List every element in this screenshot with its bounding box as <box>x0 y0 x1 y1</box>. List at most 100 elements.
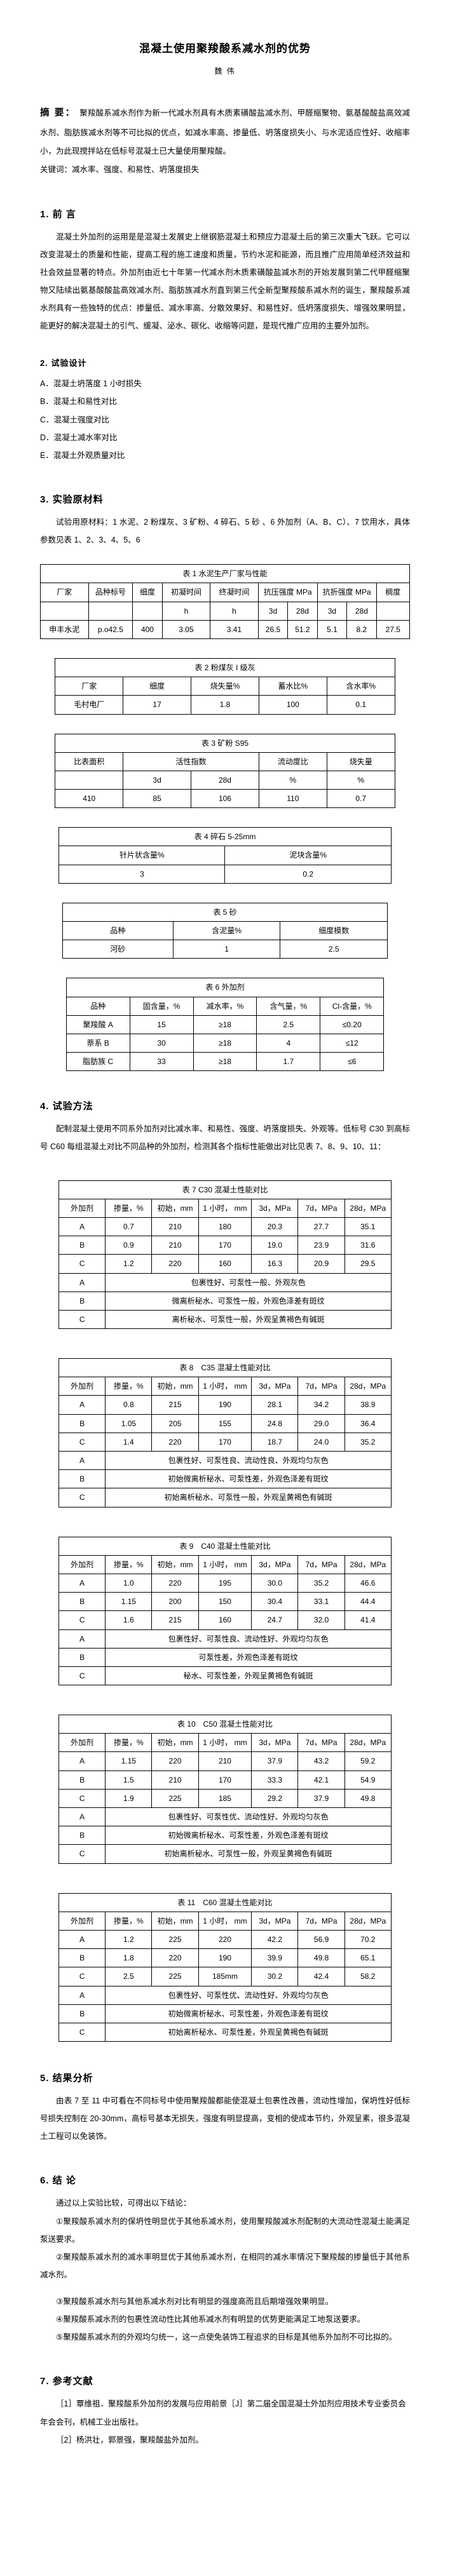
table-cell: 3d，MPa <box>251 1911 299 1931</box>
table-row: B 可泵性差，外观色泽差有斑纹 <box>58 1647 392 1667</box>
table-cell: 30.4 <box>251 1592 299 1612</box>
table-cell: 160 <box>198 1610 252 1630</box>
table-cell: 初凝时间 <box>161 583 211 602</box>
table-cell: 59.2 <box>344 1751 392 1771</box>
table-8-c35: 表 8 C35 混凝土性能对比 外加剂 掺量，% 初始，mm 1 小时， mm 3d，MP… <box>58 1358 392 1507</box>
table-cell: A <box>58 1217 106 1237</box>
table-cell: 含泥量% <box>172 921 281 941</box>
table-cell: 1.4 <box>105 1432 153 1452</box>
table-row: C 1.9 225 185 29.2 37.9 49.8 <box>58 1788 392 1809</box>
table-cell: 28.1 <box>251 1395 299 1415</box>
table-cell: A <box>58 1451 106 1471</box>
table-cell: 初始离析秘水、可泵性差，外观呈黄褐色有碱斑 <box>105 2022 392 2042</box>
table-cell: 170 <box>198 1770 252 1790</box>
section-3-body: 试验用原材料：1 水泥、2 粉煤灰、3 矿粉、4 碎石、5 砂 、6 外加剂（A… <box>40 517 410 545</box>
table-cell: 1.9 <box>105 1788 153 1809</box>
table-row: B 初始微离析秘水、可泵性差，外观色泽差有斑纹 <box>58 2004 392 2023</box>
table-cell: 37.9 <box>297 1788 345 1809</box>
table-cell: 31.6 <box>344 1236 392 1255</box>
table-cell: 28d <box>346 601 377 621</box>
table-cell: 34.2 <box>297 1395 345 1415</box>
table-row: 3d 28d%% <box>55 770 395 790</box>
table-5-sand: 表 5 砂品种 含泥量% 细度模数 河砂 1 2.5 <box>62 902 388 959</box>
table-cell: 410 <box>55 789 124 809</box>
table-row: C 初始离析秘水、可泵性一般，外观呈黄褐色有碱斑 <box>58 1844 392 1864</box>
table-cell: 29.0 <box>297 1413 345 1433</box>
table-cell: 215 <box>151 1610 199 1630</box>
table-cell: 8.2 <box>346 619 377 639</box>
table-row: A 包裹性好、可泵性优、流动性好、外观均匀灰色 <box>58 1807 392 1827</box>
table-cell: 3d，MPa <box>251 1377 299 1396</box>
table-row: B 1.5 210 170 33.3 42.1 54.9 <box>58 1770 392 1790</box>
table-cell: 39.9 <box>251 1948 299 1968</box>
table-row: C 1.2 220 160 16.3 20.9 29.5 <box>58 1254 392 1274</box>
table-cell: C <box>58 2022 106 2042</box>
table-9-c40: 表 9 C40 混凝土性能对比 外加剂 掺量，% 初始，mm 1 小时， mm 3d，MP… <box>58 1536 392 1686</box>
table-6-admixtures: 表 6 外加剂 品种 固含量，% 减水率，% 含气量，% Cl-含量，% 聚羧酸 A 15 ≥1… <box>65 978 385 1072</box>
table-row: B 1.05 205 155 24.8 29.0 36.4 <box>58 1413 392 1433</box>
page-title: 混凝土使用聚羧酸系减水剂的优势 <box>139 43 311 55</box>
section-7-heading: 7. 参考文献 <box>40 2376 93 2387</box>
table-cell: 20.3 <box>251 1217 299 1237</box>
table-row: A 1.2 225 220 42.2 56.9 70.2 <box>58 1929 392 1950</box>
table-cell: 56.9 <box>297 1929 345 1950</box>
table-cell: 1.7 <box>256 1052 321 1072</box>
table-cell: 外加剂 <box>58 1377 106 1396</box>
table-row: A 1.15 220 210 37.9 43.2 59.2 <box>58 1751 392 1771</box>
table-cell: A <box>58 1929 106 1950</box>
table-cell: 170 <box>198 1236 252 1255</box>
table-cell: 流动度比 <box>258 752 327 771</box>
table-cell: 外加剂 <box>58 1733 106 1753</box>
table-row: B 0.9 210 170 19.0 23.9 31.6 <box>58 1236 392 1255</box>
table-cell: A <box>58 1985 106 2005</box>
table-cell: 29.5 <box>344 1254 392 1274</box>
table-cell: 33 <box>129 1052 194 1072</box>
table-7-c30-grid: 表 7 C30 混凝土性能对比 外加剂 掺量，% 初始，mm 1 小时， mm 3d，MP… <box>58 1180 392 1330</box>
table-cell: % <box>326 770 395 790</box>
table-cell: 18.7 <box>251 1432 299 1452</box>
table-cell: 35.1 <box>344 1217 392 1237</box>
table-cell: C <box>58 1610 106 1630</box>
table-cell: 195 <box>198 1573 252 1593</box>
table-cell: 220 <box>151 1573 199 1593</box>
table-row: A 包裹性好、可泵性良、流动性良、外观均匀灰色 <box>58 1451 392 1471</box>
abstract-text: 聚羧酸系减水剂作为新一代减水剂具有木质素磺酸盐减水剂、甲醛缩聚物、氨基酸酸盐高效… <box>40 109 410 156</box>
table-cell: 190 <box>198 1395 252 1415</box>
table-cell: 160 <box>198 1254 252 1274</box>
table-cell: 3.05 <box>161 619 211 639</box>
conclusion-item-1: ①聚羧酸系减水剂的保坍性明显优于其他系减水剂，使用聚羧酸减水剂配制的大流动性混凝… <box>40 2216 410 2244</box>
table-row: 表 5 砂 <box>62 902 388 922</box>
table-cell: 33.3 <box>251 1770 299 1790</box>
table-cell: 225 <box>151 1929 199 1950</box>
table-cell: ≥18 <box>193 1033 257 1053</box>
table-row: A 0.8 215 190 28.1 34.2 38.9 <box>58 1395 392 1415</box>
table-cell: 42.1 <box>297 1770 345 1790</box>
table-cell: A <box>58 1395 106 1415</box>
table-cell: 1.6 <box>105 1610 153 1630</box>
table-row: C 2.5 225 185mm 30.2 42.4 58.2 <box>58 1967 392 1986</box>
table-cell: 1.8 <box>191 695 259 715</box>
table-cell: B <box>58 1948 106 1968</box>
table-row: B 微离析秘水、可泵性一般，外观色泽差有斑纹 <box>58 1291 392 1311</box>
table-row: h h 3d 28d 3d 28d <box>40 601 411 621</box>
table-cell: 190 <box>198 1948 252 1968</box>
table-cell: 外加剂 <box>58 1911 106 1931</box>
table-cell: 初始，mm <box>151 1554 199 1574</box>
table-cell: 品种标号 <box>88 583 133 602</box>
table-cell: 外加剂 <box>58 1554 106 1574</box>
table-cell: 烧失量% <box>191 677 259 696</box>
table-cell: 终凝时间 <box>210 583 259 602</box>
table-cell: 220 <box>151 1432 199 1452</box>
table-cell: 41.4 <box>344 1610 392 1630</box>
table-cell <box>376 601 411 621</box>
table-cell: 0.1 <box>326 695 395 715</box>
table-cell: 活性指数 <box>123 752 259 771</box>
table-cell: ≤12 <box>320 1033 385 1053</box>
table-cell: 27.5 <box>376 619 411 639</box>
design-item-e: E．混凝土外观质量对比 <box>40 450 125 460</box>
table-cell: 225 <box>151 1788 199 1809</box>
table-cell: 1 小时， mm <box>198 1198 252 1218</box>
table-cell: 205 <box>151 1413 199 1433</box>
table-row: B 1.15 200 150 30.4 33.1 44.4 <box>58 1592 392 1612</box>
table-cell: 初始离析秘水、可泵性一般，外观呈黄褐色有碱斑 <box>105 1844 392 1864</box>
